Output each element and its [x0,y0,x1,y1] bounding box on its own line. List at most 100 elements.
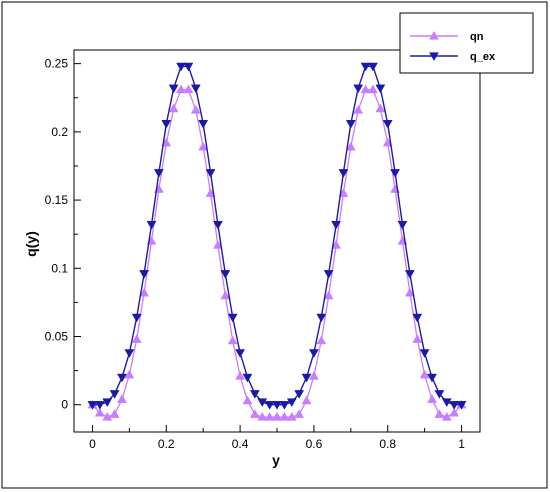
data-point [213,221,223,230]
data-point [338,169,349,178]
data-point [124,369,135,379]
legend-marker [429,52,439,62]
data-point [227,335,238,345]
data-point [301,395,312,405]
data-point [109,390,120,399]
data-point [272,401,282,410]
data-point [434,409,445,418]
data-point [427,373,437,383]
data-point [190,105,201,114]
data-point [168,84,179,94]
data-point [176,84,186,94]
data-point [235,371,246,380]
data-point [198,141,209,151]
y-tick-label: 0.15 [45,193,69,207]
data-point [375,103,386,113]
data-point [368,62,378,72]
data-point [94,401,105,410]
series-q-ex [87,62,467,410]
data-point [220,270,231,279]
data-point [412,334,423,343]
data-point [109,409,120,418]
data-point [131,313,142,323]
data-point [301,373,312,383]
data-point [279,411,290,421]
data-point [427,394,437,403]
data-point [449,401,460,410]
data-point [308,371,319,380]
data-point [176,62,186,72]
data-point [286,398,297,407]
data-point [441,411,452,421]
y-tick-label: 0.25 [45,57,69,71]
data-point [264,401,275,410]
data-point [331,240,341,249]
y-tick-label: 0.1 [51,261,68,275]
data-point [419,349,430,358]
data-point [168,103,179,113]
y-tick-label: 0.05 [45,330,69,344]
data-point [205,169,216,178]
data-point [183,84,194,94]
data-point [146,221,157,230]
data-point [117,373,127,383]
data-point [375,84,386,94]
data-point [198,120,209,129]
legend-box [399,12,534,74]
data-point [412,313,423,323]
data-point [249,390,260,399]
data-point [404,270,415,279]
x-tick-label: 0.4 [232,437,249,451]
series-layer [87,62,467,421]
data-point [316,313,327,323]
data-point [360,84,371,94]
data-point [368,84,378,94]
data-point [249,409,260,418]
data-point [227,313,238,323]
data-point [390,169,401,178]
y-tick-label: 0.2 [51,125,68,139]
y-tick-label: 0 [61,398,68,412]
data-point [449,407,460,417]
data-point [434,390,445,399]
data-point [360,62,371,72]
data-point [124,349,135,358]
data-point [235,349,246,358]
data-point [419,369,430,379]
data-point [190,84,201,94]
x-tick-label: 0 [89,437,96,451]
data-point [382,120,393,129]
data-point [316,335,327,345]
data-point [139,287,150,297]
data-point [353,84,364,94]
x-tick-label: 0.8 [379,437,396,451]
data-point [272,411,282,421]
data-point [153,169,164,178]
legend-marker [429,30,439,40]
legend-label: qn [470,31,484,43]
data-point [323,270,334,279]
legend: qn q_ex [399,12,534,74]
data-point [353,105,364,114]
data-point [257,398,268,407]
data-point [183,62,194,72]
x-axis-label: y [272,452,280,468]
data-point [102,411,113,421]
data-point [308,349,319,358]
data-point [213,240,223,249]
data-point [441,398,452,407]
data-point [345,141,356,151]
data-point [294,409,305,418]
data-point [264,411,275,421]
data-point [294,390,305,399]
plot-area: 0 0.2 0.4 0.6 0.8 1 0 0.05 0.1 0.15 0.2 0.25 [45,49,481,451]
data-point [257,411,268,421]
y-axis-label: q(y) [23,231,39,257]
data-point [404,287,415,297]
data-point [94,407,105,417]
data-point [286,411,297,421]
data-point [242,373,253,383]
data-point [87,401,98,410]
